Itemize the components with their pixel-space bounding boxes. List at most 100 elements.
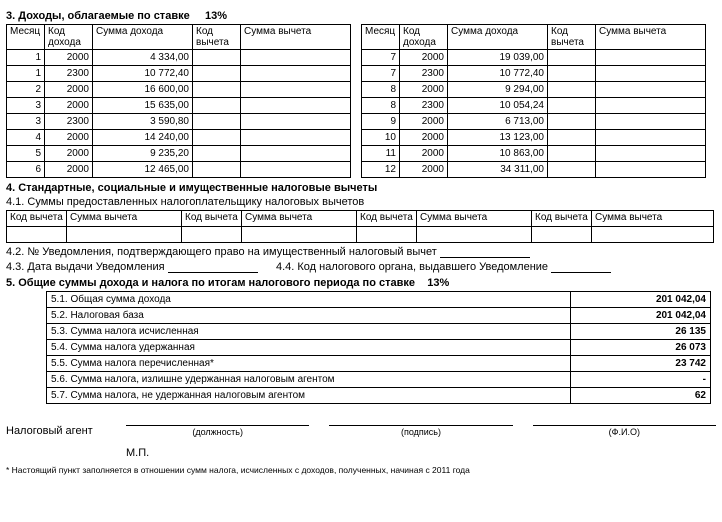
ded-hdr-sum: Сумма вычета [67,211,182,227]
ded-hdr-code: Код вычета [357,211,417,227]
section3-title-prefix: 3. Доходы, облагаемые по ставке [6,10,190,22]
cell-month: 4 [7,130,45,146]
cell-dedcode [193,82,241,98]
income-row: 8230010 054,24 [362,98,706,114]
cell-dedsum [241,82,351,98]
cell-sum: 16 600,00 [93,82,193,98]
totals-label: 5.6. Сумма налога, излишне удержанная на… [47,372,571,388]
income-row: 120004 334,00 [7,50,351,66]
totals-row: 5.3. Сумма налога исчисленная26 135 [47,324,711,340]
cell-sum: 6 713,00 [448,114,548,130]
cell-dedsum [241,50,351,66]
cell-code: 2000 [45,98,93,114]
agent-fio: (Ф.И.О) [533,412,716,437]
totals-row: 5.6. Сумма налога, излишне удержанная на… [47,372,711,388]
cell-month: 2 [7,82,45,98]
totals-value: 23 742 [571,356,711,372]
cell-month: 8 [362,82,400,98]
cell-sum: 10 863,00 [448,146,548,162]
cell-dedsum [241,146,351,162]
cell-sum: 12 465,00 [93,162,193,178]
cell-code: 2300 [45,114,93,130]
cell-month: 3 [7,114,45,130]
totals-row: 5.2. Налоговая база201 042,04 [47,308,711,324]
totals-row: 5.1. Общая сумма дохода201 042,04 [47,292,711,308]
cell-dedcode [193,66,241,82]
section3-rate: 13% [205,10,227,22]
cell-dedcode [193,50,241,66]
agent-row: Налоговый агент (должность) (подпись) (Ф… [6,412,716,437]
hdr-ded-code: Код вычета [193,25,241,50]
hdr-income-sum: Сумма дохода [93,25,193,50]
cell-sum: 19 039,00 [448,50,548,66]
totals-label: 5.4. Сумма налога удержанная [47,340,571,356]
cell-dedcode [548,114,596,130]
cell-sum: 34 311,00 [448,162,548,178]
cell-code: 2000 [400,162,448,178]
section5-title: 5. Общие суммы дохода и налога по итогам… [6,277,716,289]
agent-position: (должность) [126,412,309,437]
line43-blank1 [168,261,258,273]
income-row: 7230010 772,40 [362,66,706,82]
hdr-income-code: Код дохода [45,25,93,50]
cell-code: 2000 [45,130,93,146]
cell-dedcode [548,162,596,178]
line-42: 4.2. № Уведомления, подтверждающего прав… [6,246,716,258]
cell-dedsum [241,66,351,82]
ded-hdr-code: Код вычета [532,211,592,227]
cell-dedcode [193,146,241,162]
totals-value: 201 042,04 [571,308,711,324]
cell-month: 8 [362,98,400,114]
ded-hdr-sum: Сумма вычета [417,211,532,227]
section3-title: 3. Доходы, облагаемые по ставке 13% [6,10,716,22]
totals-row: 5.7. Сумма налога, не удержанная налогов… [47,388,711,404]
cell-code: 2300 [400,66,448,82]
line-43: 4.3. Дата выдачи Уведомления 4.4. Код на… [6,261,716,273]
cell-code: 2300 [400,98,448,114]
totals-value: - [571,372,711,388]
cell-month: 9 [362,114,400,130]
ded-hdr-sum: Сумма вычета [242,211,357,227]
income-row: 10200013 123,00 [362,130,706,146]
totals-row: 5.4. Сумма налога удержанная26 073 [47,340,711,356]
ded-hdr-sum: Сумма вычета [592,211,714,227]
totals-label: 5.3. Сумма налога исчисленная [47,324,571,340]
cell-month: 10 [362,130,400,146]
ded-hdr-code: Код вычета [7,211,67,227]
cell-dedsum [596,50,706,66]
cell-dedsum [596,162,706,178]
hdr-income-sum: Сумма дохода [448,25,548,50]
mp-label: М.П. [126,447,716,459]
cell-month: 5 [7,146,45,162]
cell-dedcode [193,130,241,146]
income-row: 820009 294,00 [362,82,706,98]
cell-dedcode [548,82,596,98]
totals-value: 26 135 [571,324,711,340]
cell-month: 7 [362,50,400,66]
income-table-left: Месяц Код дохода Сумма дохода Код вычета… [6,24,351,178]
cell-dedsum [241,130,351,146]
ded-hdr-code: Код вычета [182,211,242,227]
cell-dedsum [596,130,706,146]
cell-code: 2000 [45,162,93,178]
totals-table: 5.1. Общая сумма дохода201 042,045.2. На… [46,291,711,404]
income-row: 4200014 240,00 [7,130,351,146]
totals-label: 5.5. Сумма налога перечисленная* [47,356,571,372]
cell-sum: 10 054,24 [448,98,548,114]
cell-dedsum [241,114,351,130]
section4-sub41: 4.1. Суммы предоставленных налогоплатель… [6,196,716,208]
totals-value: 201 042,04 [571,292,711,308]
cell-month: 12 [362,162,400,178]
agent-label: Налоговый агент [6,425,126,437]
cell-dedsum [596,66,706,82]
cell-dedcode [193,114,241,130]
cell-dedsum [596,98,706,114]
cell-sum: 10 772,40 [448,66,548,82]
cell-month: 1 [7,66,45,82]
cell-sum: 9 294,00 [448,82,548,98]
cell-dedcode [548,130,596,146]
cell-dedcode [548,146,596,162]
line43-blank2 [551,261,611,273]
deductions-table: Код вычета Сумма вычета Код вычета Сумма… [6,210,714,243]
hdr-income-code: Код дохода [400,25,448,50]
